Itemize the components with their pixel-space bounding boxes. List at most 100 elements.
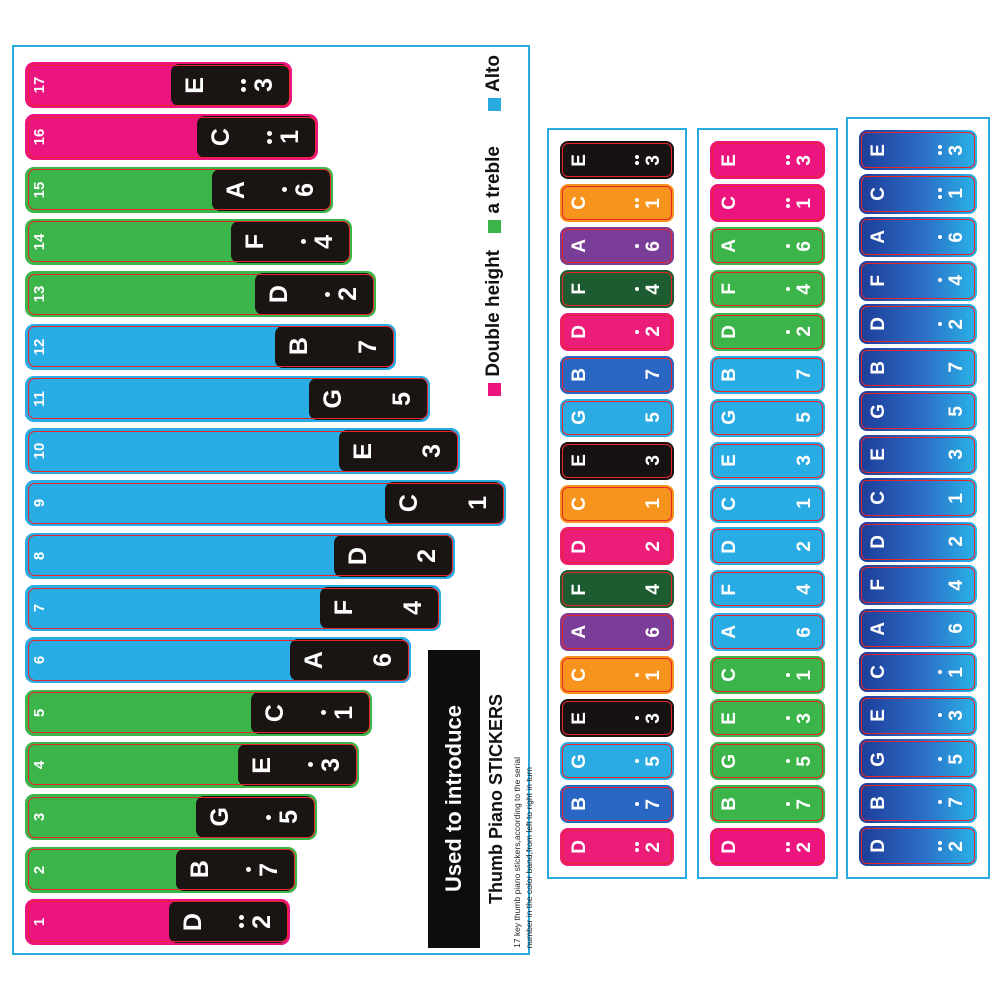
serial-number: 4 <box>31 760 48 770</box>
key-sticker: C 1 <box>560 484 674 523</box>
note-number: 6 <box>369 653 397 668</box>
octave-dot <box>786 841 790 846</box>
note-number-group: 4 <box>639 584 665 595</box>
key-sticker: B 7 <box>859 347 977 388</box>
note-letter: B <box>569 797 590 811</box>
note-letter: E <box>349 442 377 460</box>
note-letter: F <box>868 274 889 287</box>
note-tab: C 1 <box>251 691 369 734</box>
octave-dot <box>308 762 313 768</box>
kalimba-key-bar: 7 F 4 <box>25 585 441 631</box>
note-number: 2 <box>643 541 664 552</box>
serial-number: 14 <box>31 233 48 251</box>
note-letter: E <box>868 709 889 722</box>
note-number-group: 7 <box>938 797 968 808</box>
note-number: 4 <box>399 601 427 615</box>
octave-dots <box>786 197 790 209</box>
serial-number: 6 <box>31 656 48 665</box>
note-letter: E <box>719 454 740 467</box>
key-sticker: C 1 <box>710 656 825 695</box>
octave-dots <box>635 841 639 853</box>
octave-dot <box>938 840 942 845</box>
octave-dots <box>786 329 790 334</box>
note-number: 1 <box>276 130 304 145</box>
note-letter: G <box>868 751 889 767</box>
note-letter: G <box>206 807 234 827</box>
note-letter: D <box>719 840 740 854</box>
note-letter: A <box>868 230 889 244</box>
key-sticker: C 1 <box>560 656 674 695</box>
note-number: 4 <box>946 275 967 286</box>
note-number: 1 <box>643 197 664 209</box>
serial-number: 16 <box>31 128 48 146</box>
octave-dot <box>635 161 639 166</box>
note-number: 7 <box>643 798 664 810</box>
note-number-group: 5 <box>639 412 665 423</box>
note-letter: D <box>569 840 590 854</box>
note-letter: G <box>868 403 889 419</box>
octave-dots <box>239 915 244 929</box>
note-letter: D <box>569 539 590 554</box>
octave-dot <box>938 756 942 761</box>
octave-dot <box>635 243 639 248</box>
note-tab: C 1 <box>385 482 503 525</box>
product-subheading: Thumb Piano STICKERS <box>485 693 506 904</box>
octave-dots <box>938 669 942 674</box>
note-number: 2 <box>334 287 362 302</box>
octave-dot <box>246 867 251 872</box>
legend-label: a treble <box>483 146 504 214</box>
note-number-group: 2 <box>635 841 665 853</box>
octave-dot <box>267 138 272 144</box>
octave-dots <box>246 867 251 872</box>
key-sticker: D 2 <box>710 527 825 566</box>
note-number-group: 1 <box>790 498 816 509</box>
note-number: 3 <box>794 712 815 724</box>
note-number-group: 4 <box>942 580 968 591</box>
note-number-group: 4 <box>790 584 816 595</box>
note-number-group: 2 <box>325 287 363 301</box>
note-letter: C <box>719 668 740 683</box>
octave-dot <box>786 197 790 202</box>
octave-dots <box>266 814 271 820</box>
note-number: 6 <box>794 627 815 638</box>
note-number-group: 3 <box>938 145 968 155</box>
note-number-group: 1 <box>938 667 968 677</box>
octave-dot <box>266 814 271 820</box>
note-number: 3 <box>643 455 664 466</box>
key-sticker: A 6 <box>710 226 825 265</box>
description-line: 17 key thumb piano stickers,according to… <box>512 757 522 948</box>
main-sticker-sheet: Alto a treble Double height Used to intr… <box>12 45 534 955</box>
note-letter: B <box>719 367 740 382</box>
note-number-group: 7 <box>350 340 383 354</box>
note-number: 3 <box>946 449 967 460</box>
note-letter: E <box>569 153 590 167</box>
octave-dot <box>786 161 790 166</box>
legend-item-alto: Alto <box>472 55 516 111</box>
octave-dot <box>239 923 244 929</box>
octave-dot <box>938 234 942 239</box>
note-number-group: 7 <box>942 362 968 373</box>
note-number: 2 <box>643 841 664 853</box>
note-letter: D <box>265 285 293 304</box>
octave-dot <box>635 197 639 202</box>
note-letter: C <box>569 196 590 210</box>
key-sticker: A 6 <box>560 613 674 652</box>
note-letter: C <box>569 496 590 511</box>
note-number: 7 <box>946 797 967 808</box>
note-number-group: 3 <box>942 449 968 460</box>
octave-dot <box>786 286 790 291</box>
note-tab: D 2 <box>255 273 373 316</box>
note-number-group: 3 <box>308 758 346 772</box>
note-number: 1 <box>794 498 815 509</box>
note-number: 1 <box>330 705 358 720</box>
note-number-group: 3 <box>639 455 665 466</box>
note-number: 1 <box>464 496 492 511</box>
octave-dot <box>786 329 790 334</box>
octave-dots <box>635 673 639 678</box>
octave-dot <box>635 802 639 807</box>
note-letter: E <box>569 454 590 467</box>
kalimba-key-bar: 8 D 2 <box>25 532 455 579</box>
note-letter: C <box>719 196 740 210</box>
kalimba-key-bar: 10 E 3 <box>25 428 460 475</box>
note-tab: G 5 <box>309 377 427 420</box>
